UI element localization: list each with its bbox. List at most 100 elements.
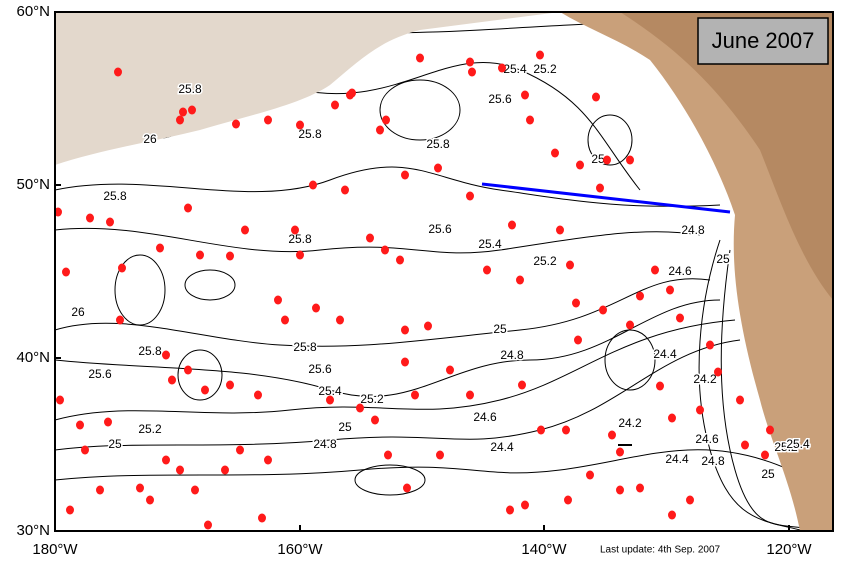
- float: [66, 505, 74, 515]
- float: [81, 445, 89, 455]
- contour-label: 24.6: [695, 432, 719, 446]
- contour-label: 25: [761, 467, 775, 481]
- contour-label: 25.8: [288, 232, 312, 246]
- lat-label: 40°N: [16, 349, 50, 366]
- lat-label: 30°N: [16, 522, 50, 539]
- contour-label: 24.8: [313, 437, 337, 451]
- float: [184, 203, 192, 213]
- float: [371, 415, 379, 425]
- float: [761, 450, 769, 460]
- contour-label: 25.6: [488, 92, 512, 106]
- contour-label: 25: [493, 322, 507, 336]
- float: [574, 335, 582, 345]
- float: [296, 120, 304, 130]
- float: [401, 357, 409, 367]
- float: [116, 315, 124, 325]
- contour-label: 24.8: [701, 454, 725, 468]
- float: [241, 225, 249, 235]
- float: [221, 465, 229, 475]
- contour-label: 25: [338, 420, 352, 434]
- lon-label: 180°W: [32, 541, 78, 558]
- float: [176, 115, 184, 125]
- float: [96, 485, 104, 495]
- float: [226, 380, 234, 390]
- float: [191, 485, 199, 495]
- float: [668, 510, 676, 520]
- float: [336, 315, 344, 325]
- contour-label: 25.4: [503, 62, 527, 76]
- footer: Last update: 4th Sep. 2007: [600, 545, 721, 556]
- float: [626, 155, 634, 165]
- contour-label: 24.4: [665, 452, 689, 466]
- contour-label: 25.2: [138, 422, 162, 436]
- float: [616, 447, 624, 457]
- float: [741, 440, 749, 450]
- float: [556, 225, 564, 235]
- float: [592, 92, 600, 102]
- float: [566, 260, 574, 270]
- contour-label: 25: [591, 152, 605, 166]
- float: [686, 495, 694, 505]
- float: [312, 303, 320, 313]
- float: [518, 380, 526, 390]
- contour-label: 25.4: [478, 237, 502, 251]
- float: [521, 90, 529, 100]
- float: [348, 88, 356, 98]
- contour-label: 25.4: [786, 437, 810, 451]
- contour-label: 24.2: [693, 372, 717, 386]
- contour-label: 26: [71, 305, 85, 319]
- contour-label: 25.4: [318, 384, 342, 398]
- float: [86, 213, 94, 223]
- contour-label: 25.8: [298, 127, 322, 141]
- lat-label: 50°N: [16, 176, 50, 193]
- float: [401, 170, 409, 180]
- float: [232, 119, 240, 129]
- contour-labels: 25.825.4 25.225.626 25.825.82525.825.825.6…: [70, 61, 812, 483]
- lon-label: 160°W: [277, 541, 323, 558]
- float: [666, 285, 674, 295]
- float: [331, 100, 339, 110]
- float: [626, 320, 634, 330]
- float: [636, 483, 644, 493]
- float: [401, 325, 409, 335]
- float: [274, 295, 282, 305]
- float: [168, 375, 176, 385]
- contour-label: 25: [716, 252, 730, 266]
- float: [696, 405, 704, 415]
- lon-label: 140°W: [521, 541, 567, 558]
- contour-label: 25.6: [88, 367, 112, 381]
- contour-label: 25.6: [308, 362, 332, 376]
- float: [446, 365, 454, 375]
- float: [766, 425, 774, 435]
- float: [179, 107, 187, 117]
- float: [146, 495, 154, 505]
- float: [162, 455, 170, 465]
- float: [376, 125, 384, 135]
- float: [104, 417, 112, 427]
- title: June 2007: [712, 28, 815, 53]
- contour-label: 25.8: [103, 189, 127, 203]
- float: [264, 455, 272, 465]
- float: [483, 265, 491, 275]
- float: [114, 67, 122, 77]
- float: [651, 265, 659, 275]
- float: [676, 313, 684, 323]
- float: [326, 395, 334, 405]
- float: [264, 115, 272, 125]
- float: [537, 425, 545, 435]
- mountains: [620, 12, 833, 300]
- float: [603, 155, 611, 165]
- float: [136, 483, 144, 493]
- float: [466, 191, 474, 201]
- contour-label: 24.4: [490, 440, 514, 454]
- section-line: [481, 182, 731, 214]
- float: [156, 243, 164, 253]
- contours: [54, 22, 821, 532]
- lat-label: 60°N: [16, 3, 50, 20]
- float: [196, 250, 204, 260]
- lon-label: 120°W: [766, 541, 812, 558]
- contour-label: 24.2: [618, 416, 642, 430]
- contour-label: 24.8: [500, 348, 524, 362]
- float: [596, 183, 604, 193]
